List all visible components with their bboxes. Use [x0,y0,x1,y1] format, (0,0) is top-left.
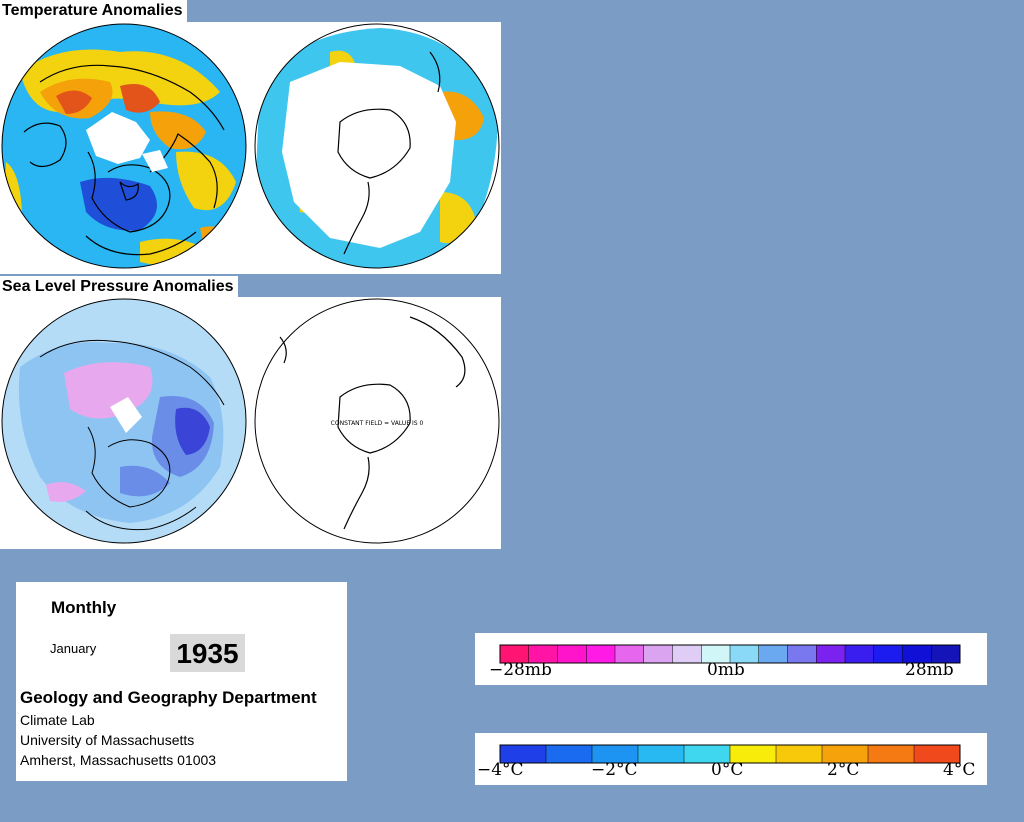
pressure-legend-segment [643,645,673,663]
temperature-legend-segment [592,745,639,763]
temperature-north-region [120,84,160,113]
pressure-north-region [175,407,210,455]
temperature-north-region [56,90,92,114]
pressure-label-max: 28mb [905,660,954,680]
year-display: 1935 [170,634,245,672]
pressure-north-region [46,482,86,502]
pressure-legend-segment [730,645,760,663]
pressure-anomalies-title: Sea Level Pressure Anomalies [0,276,238,298]
temperature-north-region [176,151,236,211]
pressure-legend-segment [873,645,903,663]
temperature-legend-segment [914,745,961,763]
university-name: University of Massachusetts [20,732,195,748]
temperature-legend-segment [500,745,547,763]
pressure-legend-segment [672,645,702,663]
pressure-legend-segment [931,645,961,663]
temperature-label-plus2: 2°C [827,760,860,780]
pressure-legend-segment [528,645,558,663]
pressure-legend-segment [816,645,846,663]
pressure-colorbar [499,644,961,664]
pressure-south-globe: CONSTANT FIELD = VALUE IS 0 [254,298,500,544]
temperature-label-plus4: 4°C [943,760,976,780]
temperature-anomalies-title: Temperature Anomalies [0,0,187,22]
pressure-legend-segment [787,645,817,663]
pressure-maps-panel: CONSTANT FIELD = VALUE IS 0 [0,297,501,549]
temperature-label-minus4: −4°C [477,760,524,780]
pressure-legend-segment [557,645,587,663]
pressure-north-globe [2,299,246,543]
temperature-north-region [150,111,206,150]
temperature-south-globe [255,24,499,268]
pressure-legend: −28mb 0mb 28mb [475,633,987,685]
temperature-legend-segment [822,745,869,763]
temperature-legend-segment [730,745,777,763]
pressure-legend-segment [845,645,875,663]
pressure-maps-svg: CONSTANT FIELD = VALUE IS 0 [1,298,500,544]
pressure-legend-segment [701,645,731,663]
department-name: Geology and Geography Department [20,688,317,707]
temperature-north-region [140,238,210,266]
temperature-label-minus2: −2°C [591,760,638,780]
pressure-legend-segment [615,645,645,663]
lab-name: Climate Lab [20,712,95,728]
temperature-legend-segment [684,745,731,763]
pressure-legend-segment [586,645,616,663]
constant-field-annotation: CONSTANT FIELD = VALUE IS 0 [331,420,424,427]
pressure-north-region [120,465,170,497]
pressure-legend-segment [500,645,530,663]
temperature-maps-svg [1,23,500,269]
temperature-legend: −4°C −2°C 0°C 2°C 4°C [475,733,987,785]
temperature-legend-segment [638,745,685,763]
temperature-maps-panel [0,22,501,274]
temperature-legend-segment [776,745,823,763]
pressure-label-zero: 0mb [707,660,745,680]
temperature-colorbar [499,744,961,764]
month-label: January [50,641,97,656]
pressure-legend-segment [902,645,932,663]
temperature-legend-segment [546,745,593,763]
pressure-legend-segment [758,645,788,663]
temperature-north-globe [2,24,246,268]
pressure-label-min: −28mb [489,660,552,680]
period-label: Monthly [51,598,117,617]
info-box: Monthly January 1935 Geology and Geograp… [16,582,347,781]
temperature-legend-segment [868,745,915,763]
temperature-label-zero: 0°C [711,760,744,780]
address-line: Amherst, Massachusetts 01003 [20,752,217,768]
